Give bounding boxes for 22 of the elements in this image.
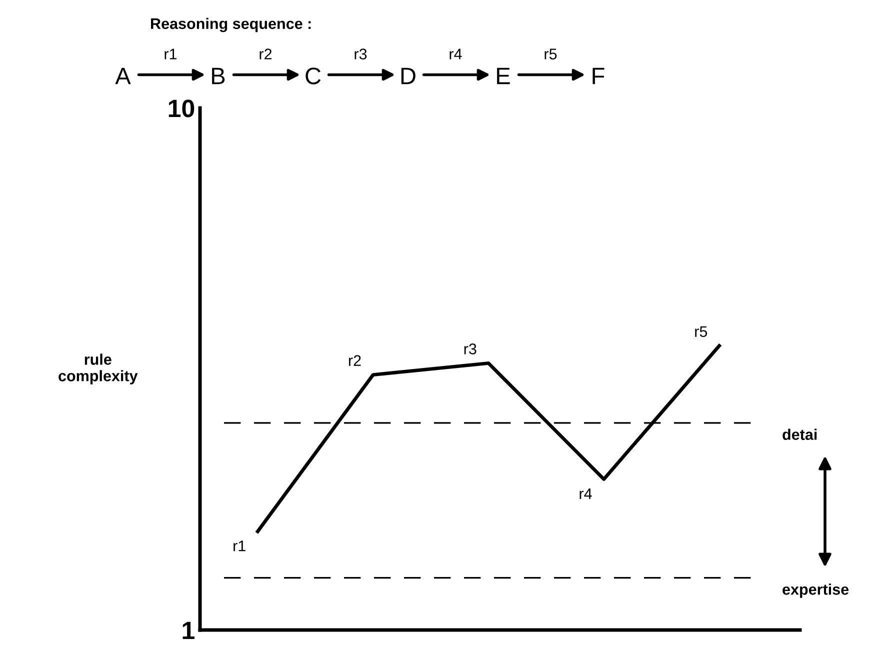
data-label: r4 [580, 488, 592, 499]
chart-title: Reasoning sequence : [151, 18, 311, 32]
data-label: r2 [348, 355, 361, 366]
y-axis-title: rule complexity [58, 354, 138, 384]
text: C [306, 68, 321, 84]
ref-line-label: detai [782, 428, 817, 440]
text: r5 [544, 48, 557, 60]
text: r2 [260, 48, 272, 60]
text: r1 [164, 48, 177, 60]
text: r4 [450, 48, 462, 60]
data-label: r3 [464, 344, 476, 354]
text: E [497, 68, 510, 84]
y-tick-label: 10 [168, 100, 194, 118]
text: D [401, 68, 416, 84]
y-tick-label: 1 [182, 622, 194, 640]
text: B [212, 68, 225, 84]
text: A [115, 68, 131, 84]
data-label: r1 [234, 540, 246, 552]
ref-line-label: expertise [782, 584, 849, 598]
text: F [592, 68, 604, 84]
text: r3 [354, 48, 367, 60]
data-label: r5 [695, 326, 708, 337]
